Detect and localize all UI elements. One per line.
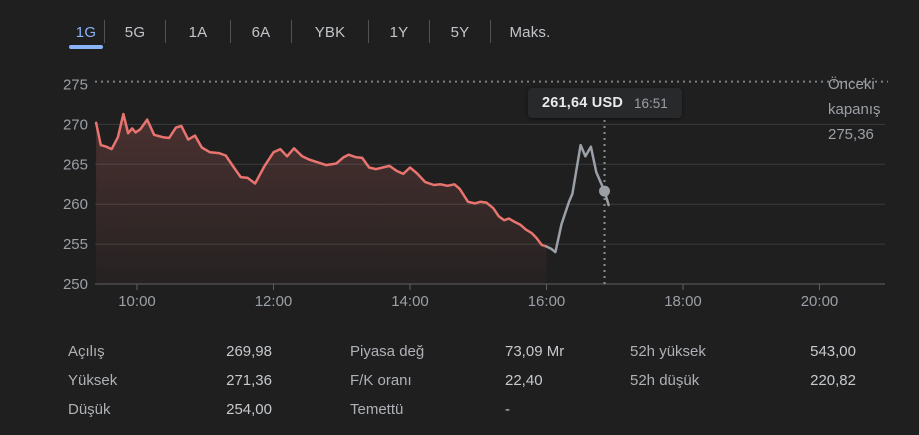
stat-row-52w-low: 52h düşük 220,82 <box>630 366 856 395</box>
stats-column-2: Piyasa değ 73,09 Mr F/K oranı 22,40 Teme… <box>350 337 612 424</box>
stat-label: Açılış <box>68 343 105 360</box>
stat-value: 269,98 <box>226 343 272 360</box>
stat-value: 220,82 <box>810 372 856 389</box>
price-area-fill <box>96 114 547 284</box>
tab-ybk[interactable]: YBK <box>292 15 368 49</box>
x-axis-tick-label: 16:00 <box>528 293 566 310</box>
tab-divider <box>165 20 166 43</box>
tab-5y[interactable]: 5Y <box>430 15 490 49</box>
tab-divider <box>490 20 491 43</box>
hover-marker-dot <box>599 185 611 197</box>
tab-divider <box>429 20 430 43</box>
tab-5g-label: 5G <box>124 23 146 41</box>
x-axis-tick-label: 12:00 <box>255 293 293 310</box>
tab-maks[interactable]: Maks. <box>491 15 569 49</box>
stat-row-open: Açılış 269,98 <box>68 337 272 366</box>
tab-divider <box>291 20 292 43</box>
tab-1a[interactable]: 1A <box>166 15 230 49</box>
after-hours-line <box>545 143 610 254</box>
tab-6a[interactable]: 6A <box>231 15 291 49</box>
stats-column-3: 52h yüksek 543,00 52h düşük 220,82 <box>630 337 856 395</box>
stat-row-high: Yüksek 271,36 <box>68 366 272 395</box>
y-axis-tick-label: 265 <box>63 156 88 173</box>
stats-column-1: Açılış 269,98 Yüksek 271,36 Düşük 254,00 <box>68 337 272 424</box>
previous-close-value: 275,36 <box>828 126 874 143</box>
x-axis-tick-label: 20:00 <box>801 293 839 310</box>
stat-label: 52h yüksek <box>630 343 706 360</box>
y-axis-tick-label: 250 <box>63 276 88 293</box>
tab-divider <box>104 20 105 43</box>
x-axis-tick-label: 18:00 <box>664 293 702 310</box>
tab-divider <box>230 20 231 43</box>
y-axis-tick-label: 275 <box>63 77 88 94</box>
tab-divider <box>368 20 369 43</box>
tab-5g[interactable]: 5G <box>105 15 165 49</box>
tab-1g[interactable]: 1G <box>68 15 104 49</box>
stat-label: 52h düşük <box>630 372 700 389</box>
tab-1y[interactable]: 1Y <box>369 15 429 49</box>
stat-row-52w-high: 52h yüksek 543,00 <box>630 337 856 366</box>
previous-close-annotation: Önceki kapanış 275,36 <box>828 72 912 147</box>
active-tab-underline <box>69 45 103 49</box>
stat-value: 271,36 <box>226 372 272 389</box>
stat-row-market-cap: Piyasa değ 73,09 Mr <box>350 337 612 366</box>
stat-row-dividend: Temettü - <box>350 395 612 424</box>
regular-session-line <box>94 112 548 248</box>
stat-label: F/K oranı <box>350 372 412 389</box>
tooltip-time: 16:51 <box>634 95 668 111</box>
tab-5y-label: 5Y <box>450 23 470 41</box>
tab-ybk-label: YBK <box>314 23 346 41</box>
y-axis-tick-label: 255 <box>63 236 88 253</box>
stat-row-low: Düşük 254,00 <box>68 395 272 424</box>
tab-1y-label: 1Y <box>389 23 409 41</box>
range-tab-bar: 1G 5G 1A 6A YBK 1Y 5Y Maks. <box>68 15 569 49</box>
x-axis-tick-label: 14:00 <box>391 293 429 310</box>
stat-label: Yüksek <box>68 372 118 389</box>
stat-value: 22,40 <box>505 372 543 389</box>
x-axis-tick-label: 10:00 <box>118 293 156 310</box>
hover-tooltip: 261,64 USD 16:51 <box>528 88 682 118</box>
stat-row-pe-ratio: F/K oranı 22,40 <box>350 366 612 395</box>
y-axis-tick-label: 270 <box>63 116 88 133</box>
previous-close-label: Önceki kapanış <box>828 76 881 118</box>
tab-1a-label: 1A <box>188 23 208 41</box>
tab-maks-label: Maks. <box>509 23 551 41</box>
tab-1g-label: 1G <box>75 23 97 41</box>
stat-value: 73,09 Mr <box>505 343 565 360</box>
tooltip-price: 261,64 USD <box>542 95 623 111</box>
stat-label: Piyasa değ <box>350 343 425 360</box>
stat-value: 543,00 <box>810 343 856 360</box>
y-axis-tick-label: 260 <box>63 196 88 213</box>
stat-label: Düşük <box>68 401 111 418</box>
stat-label: Temettü <box>350 401 404 418</box>
stat-value: - <box>505 401 510 418</box>
tab-6a-label: 6A <box>251 23 271 41</box>
stat-value: 254,00 <box>226 401 272 418</box>
